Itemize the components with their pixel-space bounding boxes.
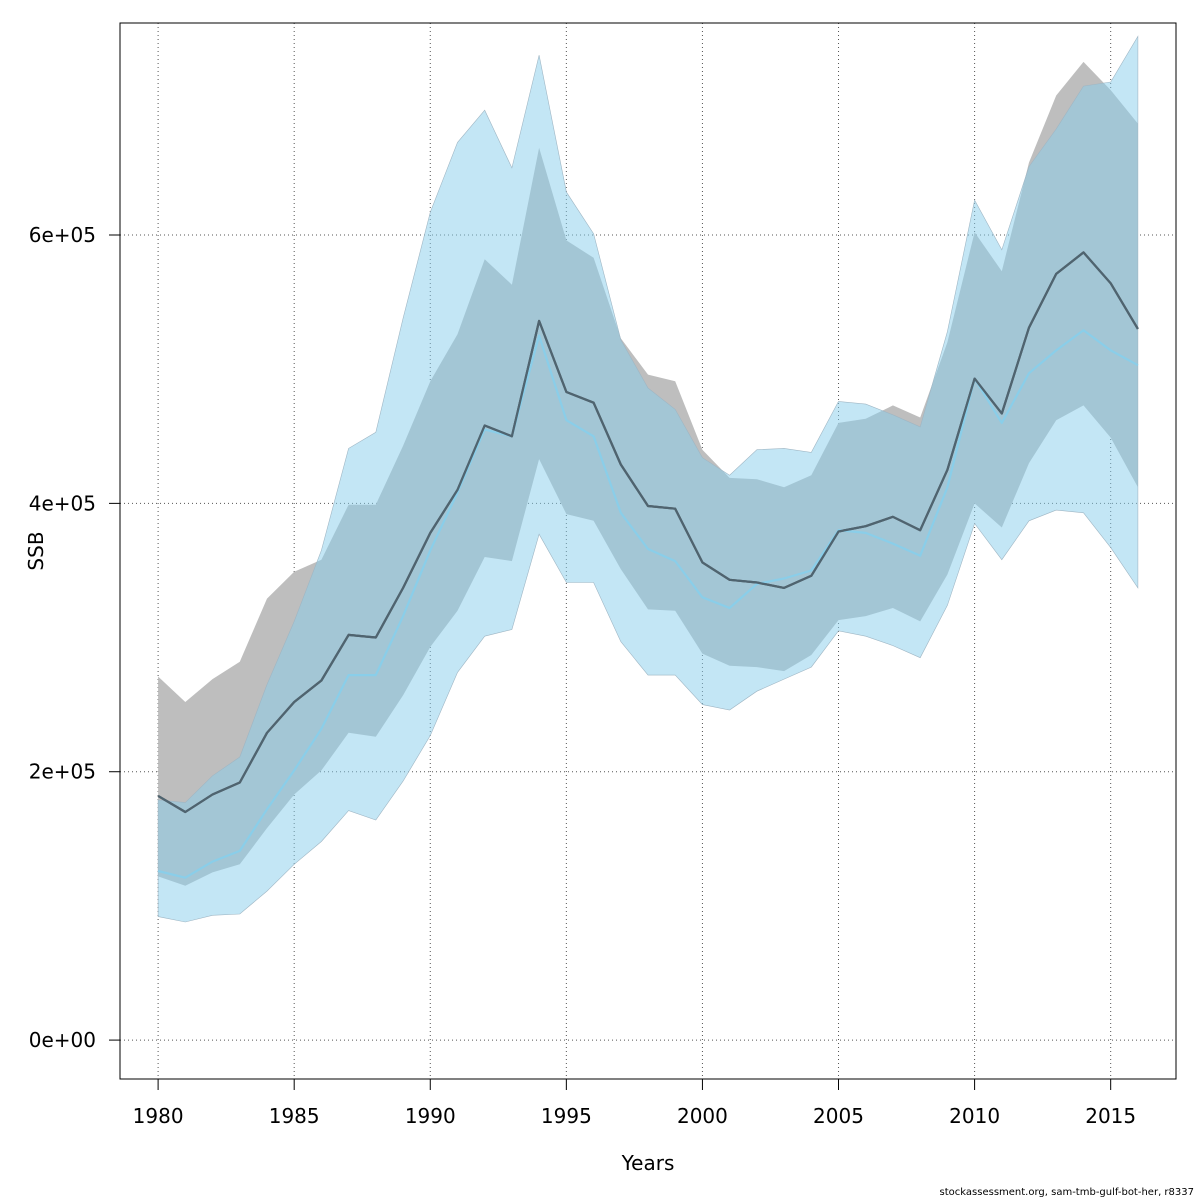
confidence-band-2 [157,35,1139,923]
y-tick-label: 4e+05 [29,491,96,515]
x-axis: 1980 1985 1990 1995 2000 2005 2010 2015 [133,1078,1136,1128]
x-tick-label: 2005 [813,1104,864,1128]
x-axis-title: Years [621,1151,675,1175]
x-tick-label: 1980 [133,1104,184,1128]
y-tick-label: 2e+05 [29,760,96,784]
x-tick-label: 2000 [677,1104,728,1128]
credit-footer: stockassessment.org, sam-tmb-gulf-bot-he… [939,1187,1194,1198]
confidence-bands [157,35,1139,923]
x-tick-label: 2015 [1085,1104,1136,1128]
x-tick-label: 2010 [949,1104,1000,1128]
y-tick-label: 0e+00 [29,1028,96,1052]
x-tick-label: 1990 [405,1104,456,1128]
series-lines [157,251,1139,879]
y-axis: 0e+00 2e+05 4e+05 6e+05 [29,223,120,1052]
series-line-1-overlay [157,251,1139,814]
x-tick-label: 1995 [541,1104,592,1128]
y-axis-title: SSB [24,531,48,570]
x-tick-label: 1985 [269,1104,320,1128]
y-tick-label: 6e+05 [29,223,96,247]
